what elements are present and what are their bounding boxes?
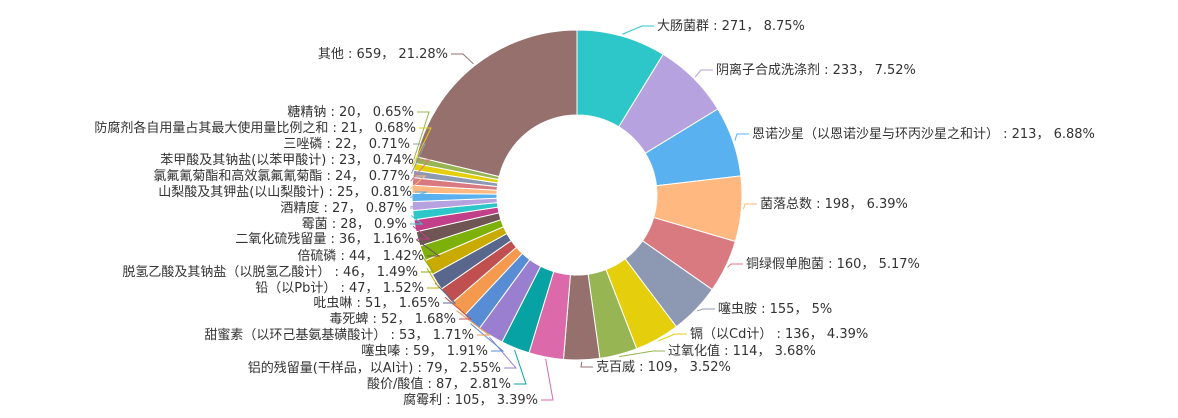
leader-line-27 <box>412 127 432 167</box>
leader-line-28 <box>413 111 430 160</box>
slice-label-18: 脱氢乙酸及其钠盐（以脱氢乙酸计） : 46， 1.49% <box>122 265 418 280</box>
slice-label-23: 山梨酸及其钾盐(以山梨酸计) : 25， 0.81% <box>158 185 412 200</box>
leader-line-16 <box>434 282 457 304</box>
leader-line-21 <box>410 215 424 225</box>
slice-label-13: 噻虫嗪 : 59， 1.91% <box>361 343 488 359</box>
slice-label-1: 大肠菌群 : 271， 8.75% <box>657 19 805 34</box>
slice-29 <box>415 29 578 178</box>
slice-label-8: 过氧化值 : 114， 3.68% <box>668 343 816 359</box>
slice-label-4: 菌落总数 : 198， 6.39% <box>760 197 908 212</box>
slice-label-17: 铅（以Pb计） : 47， 1.52% <box>255 281 424 296</box>
slice-label-26: 三唑磷 : 22， 0.71% <box>283 136 410 152</box>
slice-label-9: 克百威 : 109， 3.52% <box>596 360 731 375</box>
slice-label-12: 铝的残留量(干样品，以Al计) : 79， 2.55% <box>248 360 501 376</box>
leader-line-17 <box>426 268 440 289</box>
leader-line-5 <box>727 263 743 268</box>
leader-line-3 <box>734 133 749 141</box>
leader-line-2 <box>694 69 713 78</box>
label-group: 大肠菌群 : 271， 8.75% 阴离子合成洗涤剂 : 233， 7.52% 恩诺… <box>94 19 1095 408</box>
leader-line-4 <box>742 203 757 210</box>
slice-label-11: 酸价/酸值 : 87， 2.81% <box>367 376 511 392</box>
leader-line-10 <box>541 358 554 401</box>
leader-line-7 <box>658 333 687 342</box>
leader-line-20 <box>412 225 431 240</box>
leader-line-25 <box>410 159 431 182</box>
leader-line-group <box>409 25 757 401</box>
slice-label-3: 恩诺沙星（以恩诺沙星与环丙沙星之和计） : 213， 6.88% <box>752 127 1095 142</box>
slice-label-20: 二氧化硫残留量 : 36， 1.16% <box>235 232 414 247</box>
leader-line-23 <box>409 191 428 198</box>
slice-label-16: 吡虫啉 : 51， 1.65% <box>313 296 440 311</box>
slice-label-10: 腐霉利 : 105， 3.39% <box>403 393 538 408</box>
leader-line-11 <box>514 349 527 385</box>
slice-label-25: 苯甲酸及其钠盐(以苯甲酸计) : 23， 0.74% <box>160 153 414 168</box>
slice-label-29: 其他 : 659， 21.28% <box>318 47 448 62</box>
leader-line-13 <box>470 323 505 352</box>
leader-line-26 <box>410 143 426 174</box>
slice-group <box>411 29 743 361</box>
slice-label-21: 霉菌 : 28， 0.9% <box>302 217 407 232</box>
slice-label-14: 甜蜜素（以环己基氨基磺酸计） : 53， 1.71% <box>204 327 474 343</box>
leader-line-1 <box>622 25 654 35</box>
leader-line-15 <box>444 296 473 320</box>
slice-label-7: 镉（以Cd计） : 136， 4.39% <box>690 326 868 342</box>
leader-line-9 <box>580 361 593 368</box>
slice-label-24: 氯氟氰菊酯和高效氯氟氰菊酯 : 24， 0.77% <box>153 168 410 184</box>
slice-label-2: 阴离子合成洗涤剂 : 233， 7.52% <box>716 62 916 78</box>
leader-line-22 <box>410 205 423 209</box>
slice-label-27: 防腐剂各自用量占其最大使用量比例之和 : 21， 0.68% <box>94 120 416 136</box>
slice-label-28: 糖精钠 : 20， 0.65% <box>287 104 414 120</box>
slice-label-19: 倍硫磷 : 44， 1.42% <box>297 249 424 264</box>
slice-label-5: 铜绿假单胞菌 : 160， 5.17% <box>746 257 920 272</box>
slice-label-6: 噻虫胺 : 155， 5% <box>718 301 832 317</box>
slice-label-22: 酒精度 : 27， 0.87% <box>280 200 407 216</box>
leader-line-19 <box>415 239 441 257</box>
slice-label-15: 毒死蜱 : 52， 1.68% <box>329 311 456 327</box>
leader-line-6 <box>697 308 715 312</box>
leader-line-24 <box>409 175 427 190</box>
leader-line-18 <box>420 253 434 273</box>
leader-line-29 <box>451 53 474 65</box>
leader-line-8 <box>618 350 665 358</box>
